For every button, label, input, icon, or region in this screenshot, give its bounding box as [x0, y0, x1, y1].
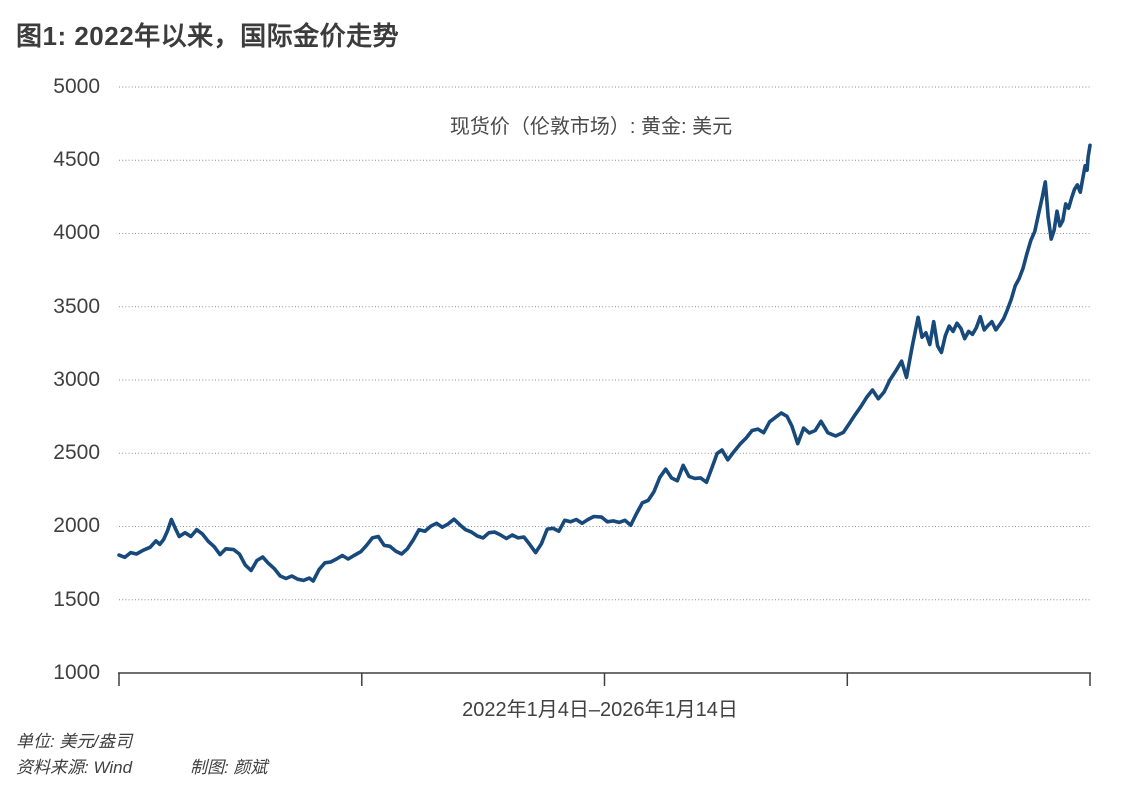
- chart-credit-note: 制图: 颜斌: [190, 758, 268, 777]
- data-source-note: 资料来源: Wind: [16, 758, 133, 777]
- y-axis-tick-label: 1500: [53, 588, 100, 611]
- series-legend-label: 现货价（伦敦市场）: 黄金: 美元: [449, 116, 733, 138]
- y-axis-tick-label: 4500: [53, 148, 100, 171]
- unit-note: 单位: 美元/盎司: [16, 732, 133, 751]
- y-axis-tick-label: 1000: [53, 661, 100, 684]
- y-axis-tick-label: 3000: [53, 368, 100, 391]
- y-axis-tick-label: 4000: [53, 221, 100, 244]
- y-axis: 5000 4500 4000 3500 3000 2500 2000 1500 …: [0, 0, 100, 798]
- x-axis-date-range-label: 2022年1月4日–2026年1月14日: [462, 699, 738, 721]
- y-axis-tick-label: 2500: [53, 441, 100, 464]
- chart-title: 图1: 2022年以来，国际金价走势: [16, 21, 400, 51]
- y-axis-tick-label: 2000: [53, 514, 100, 537]
- y-axis-tick-label: 5000: [53, 75, 100, 98]
- y-axis-tick-label: 3500: [53, 295, 100, 318]
